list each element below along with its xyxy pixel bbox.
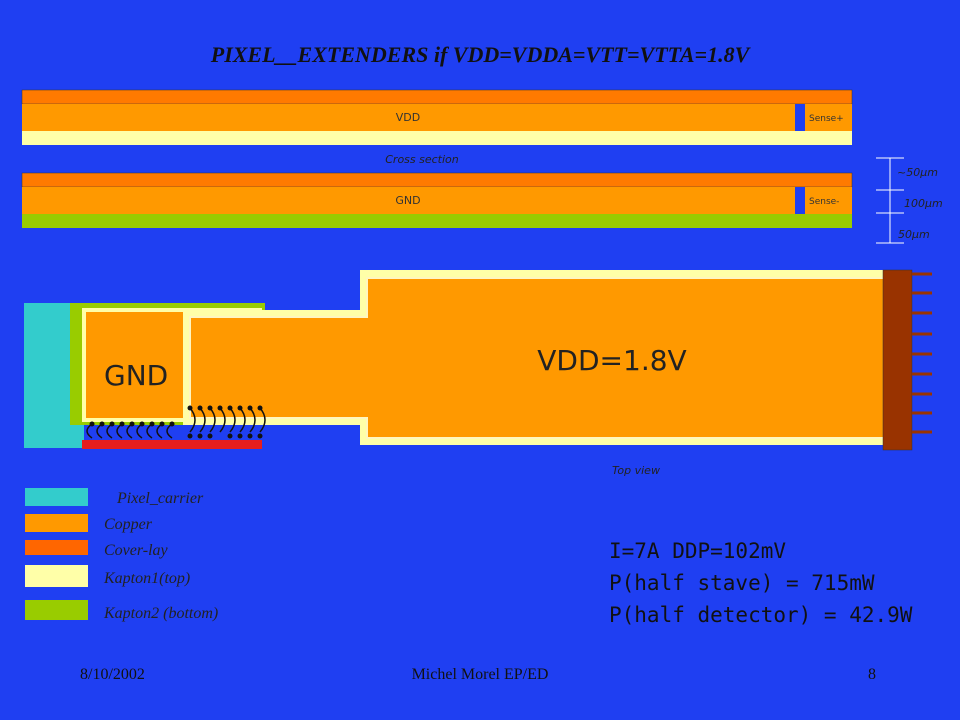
dimension-label: ~50µm [897,166,938,179]
layer-label: VDD [396,111,420,124]
dimension-label: 50µm [898,228,930,241]
footer-author: Michel Morel EP/ED [412,666,549,683]
legend-label: Cover-lay [104,542,169,559]
layer-label: GND [395,194,420,207]
note: P(half stave) = 715mW [609,571,875,595]
legend [25,488,88,620]
caption: Cross section [385,153,459,166]
footer-date: 8/10/2002 [80,666,145,683]
caption: Top view [612,464,660,477]
legend-label: Kapton2 (bottom) [103,605,218,622]
region-label: VDD=1.8V [537,344,686,377]
dimension-label: 100µm [904,197,943,210]
cross-section-gnd [21,172,853,228]
cross-section-vdd [21,89,853,145]
sense-label: Sense- [809,197,839,207]
note: I=7A DDP=102mV [609,539,786,563]
title: PIXEL__EXTENDERS if VDD=VDDA=VTT=VTTA=1.… [210,42,752,67]
note: P(half detector) = 42.9W [609,603,913,627]
page-number: 8 [868,666,876,683]
legend-label: Kapton1(top) [103,570,190,587]
top-view [24,269,932,451]
dimension-lines [876,157,904,244]
region-label: GND [104,359,168,392]
legend-label: Pixel_carrier [116,490,204,507]
sense-label: Sense+ [809,114,844,124]
legend-label: Copper [104,516,153,533]
